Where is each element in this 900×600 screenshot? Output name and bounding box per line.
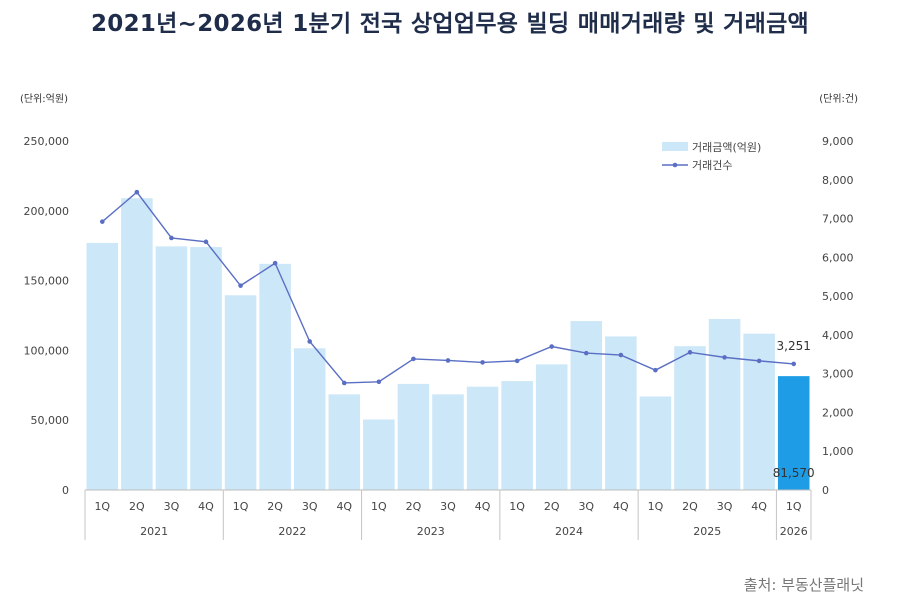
bar — [121, 198, 153, 490]
y-right-tick-label: 0 — [822, 484, 829, 497]
line-point — [653, 367, 658, 373]
line-point — [480, 360, 485, 365]
x-tick-label: 3Q — [578, 500, 594, 513]
y-right-tick-label: 8,000 — [822, 174, 854, 187]
chart-title: 2021년~2026년 1분기 전국 상업업무용 빌딩 매매거래량 및 거래금액 — [90, 11, 810, 37]
data-label-bar: 81,570 — [773, 466, 815, 480]
line-point — [722, 355, 727, 360]
line-point — [238, 283, 243, 288]
x-tick-label: 2Q — [129, 500, 145, 513]
y-right-tick-label: 1,000 — [822, 445, 854, 458]
x-tick-label: 2Q — [544, 500, 560, 513]
bar — [535, 364, 568, 490]
year-label: 2025 — [693, 525, 721, 538]
x-tick-label: 1Q — [233, 500, 249, 513]
legend-label-line: 거래건수 — [692, 159, 732, 172]
bar — [190, 247, 222, 490]
x-tick-label: 3Q — [717, 500, 733, 513]
x-tick-label: 4Q — [475, 500, 491, 513]
bar — [466, 386, 499, 490]
line-point — [756, 358, 762, 364]
x-tick-label: 4Q — [751, 500, 767, 513]
x-tick-label: 2Q — [267, 500, 283, 513]
year-label: 2021 — [140, 525, 168, 538]
y-right-tick-label: 9,000 — [822, 135, 854, 148]
legend-label-bar: 거래금액(억원) — [692, 141, 761, 154]
line-point — [514, 358, 520, 364]
bar — [363, 419, 395, 490]
line-point — [618, 352, 624, 358]
left-axis-unit: (단위:억원) — [20, 92, 68, 105]
line-point — [445, 358, 451, 363]
line-point — [791, 361, 797, 367]
bar — [708, 318, 741, 490]
line-point — [203, 239, 209, 245]
bar — [259, 263, 291, 490]
bar — [293, 348, 326, 490]
x-tick-label: 4Q — [613, 500, 629, 513]
y-left-tick-label: 100,000 — [24, 344, 70, 357]
bar — [86, 242, 119, 490]
bar — [224, 295, 257, 490]
y-left-tick-label: 200,000 — [24, 205, 70, 218]
legend-swatch-bar — [662, 142, 688, 151]
source-note: 출처: 부동산플래닛 — [743, 576, 864, 594]
y-left-tick-label: 250,000 — [24, 135, 70, 148]
y-right-tick-label: 7,000 — [822, 213, 854, 226]
bar — [605, 336, 637, 490]
line-point — [687, 350, 693, 355]
x-tick-label: 1Q — [648, 500, 664, 513]
y-right-tick-label: 6,000 — [822, 251, 854, 264]
x-tick-label: 2Q — [406, 500, 422, 513]
line-point — [169, 235, 174, 241]
y-right-tick-label: 5,000 — [822, 290, 854, 303]
x-tick-label: 1Q — [371, 500, 387, 513]
data-label-line: 3,251 — [777, 339, 811, 353]
year-label: 2024 — [555, 525, 583, 538]
year-label: 2022 — [278, 525, 306, 538]
bar — [155, 246, 188, 490]
bar — [328, 394, 361, 490]
legend-marker-line — [672, 162, 678, 168]
bar — [639, 396, 672, 490]
right-axis-unit: (단위:건) — [819, 92, 858, 105]
y-right-tick-label: 4,000 — [822, 329, 854, 342]
x-tick-label: 4Q — [198, 500, 214, 513]
x-tick-label: 1Q — [786, 500, 802, 513]
bar — [674, 346, 706, 490]
line-point — [307, 339, 313, 344]
line-point — [134, 189, 140, 195]
bar — [743, 333, 775, 490]
line-point — [376, 379, 382, 385]
y-left-tick-label: 0 — [62, 484, 69, 497]
line-point — [583, 350, 589, 356]
line-point — [549, 344, 555, 349]
bar — [501, 381, 533, 490]
line-point — [341, 380, 347, 386]
x-tick-label: 3Q — [302, 500, 318, 513]
x-tick-label: 1Q — [94, 500, 110, 513]
year-label: 2026 — [780, 525, 808, 538]
x-tick-label: 1Q — [509, 500, 525, 513]
line-point — [272, 260, 278, 266]
bar — [570, 321, 603, 490]
bar — [432, 394, 464, 490]
x-tick-label: 3Q — [440, 500, 456, 513]
line-point — [411, 356, 416, 362]
y-left-tick-label: 50,000 — [31, 414, 70, 427]
y-left-tick-label: 150,000 — [24, 275, 70, 288]
x-tick-label: 3Q — [164, 500, 180, 513]
x-tick-label: 2Q — [682, 500, 698, 513]
year-label: 2023 — [417, 525, 445, 538]
y-right-tick-label: 3,000 — [822, 368, 854, 381]
bar — [777, 376, 810, 490]
y-right-tick-label: 2,000 — [822, 406, 854, 419]
line-point — [99, 219, 105, 224]
bar — [397, 383, 430, 490]
x-tick-label: 4Q — [336, 500, 352, 513]
